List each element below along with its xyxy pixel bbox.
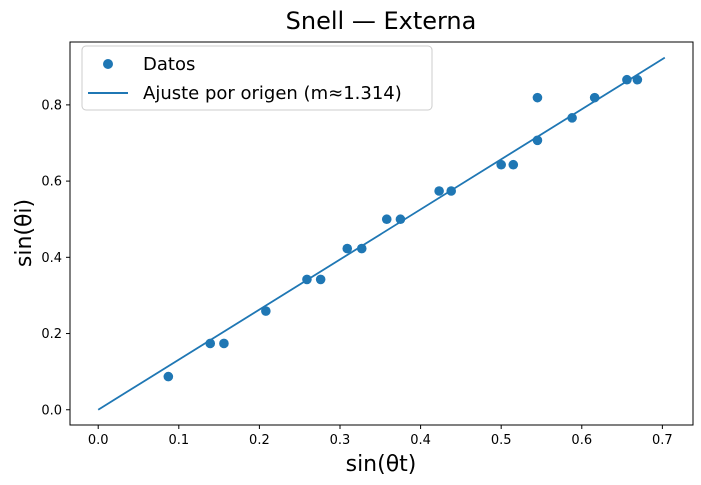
data-point [163, 371, 174, 382]
data-point [567, 113, 577, 123]
plot-area [69, 41, 694, 426]
data-point [446, 186, 457, 196]
data-point [589, 92, 600, 103]
x-tick-label: 0.6 [571, 433, 592, 448]
data-point [205, 338, 216, 349]
data-point [315, 274, 326, 285]
x-tick-label: 0.0 [88, 433, 109, 448]
data-point [532, 92, 543, 103]
x-tick-label: 0.1 [168, 433, 189, 448]
y-axis-title: sin(θi) [12, 199, 37, 267]
legend-marker-datos [103, 59, 113, 69]
data-point [302, 274, 312, 285]
data-point [356, 243, 367, 254]
plot-frame [69, 41, 694, 426]
y-tick-label: 0.6 [41, 175, 62, 190]
data-point [632, 74, 643, 85]
x-tick-label: 0.3 [330, 433, 351, 448]
legend: Datos Ajuste por origen (m≈1.314) [81, 45, 433, 111]
x-tick-label: 0.4 [410, 433, 431, 448]
data-point [261, 306, 271, 316]
data-point [219, 338, 229, 349]
legend-frame [81, 45, 433, 111]
data-point [342, 243, 353, 254]
data-point [532, 135, 543, 146]
axis-ticks: 0.0 0.1 0.2 0.3 0.4 0.5 0.6 0.7 0.0 0.2 0.4 0.6 0.8 [41, 98, 672, 448]
y-tick-label: 0.0 [41, 403, 62, 418]
data-point [622, 74, 632, 85]
legend-label-fit: Ajuste por origen (m≈1.314) [143, 83, 402, 104]
y-tick-label: 0.4 [41, 251, 62, 266]
data-point [434, 186, 444, 196]
y-tick-label: 0.8 [41, 98, 62, 113]
y-tick-label: 0.2 [41, 327, 62, 342]
data-point [395, 214, 406, 225]
chart-title: Snell — Externa [286, 7, 477, 35]
x-tick-label: 0.2 [249, 433, 270, 448]
data-point [496, 159, 506, 170]
data-point [508, 159, 519, 170]
data-point [381, 214, 392, 225]
x-axis-title: sin(θt) [346, 452, 417, 477]
x-tick-label: 0.5 [491, 433, 512, 448]
legend-label-datos: Datos [143, 54, 195, 75]
x-tick-label: 0.7 [652, 433, 673, 448]
